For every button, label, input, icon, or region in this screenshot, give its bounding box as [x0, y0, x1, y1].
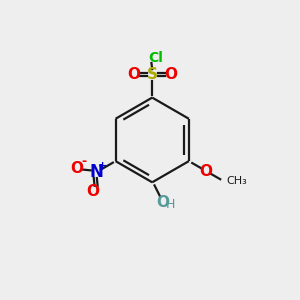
Text: O: O	[164, 67, 177, 82]
Text: O: O	[86, 184, 100, 200]
Text: CH₃: CH₃	[226, 176, 248, 186]
Text: O: O	[157, 195, 169, 210]
Text: +: +	[98, 161, 107, 171]
Text: -: -	[81, 155, 86, 168]
Text: Cl: Cl	[148, 51, 163, 64]
Text: H: H	[166, 198, 175, 211]
Text: N: N	[90, 163, 104, 181]
Text: O: O	[200, 164, 213, 178]
Text: O: O	[127, 67, 140, 82]
Text: O: O	[70, 161, 83, 176]
Text: S: S	[147, 67, 158, 82]
